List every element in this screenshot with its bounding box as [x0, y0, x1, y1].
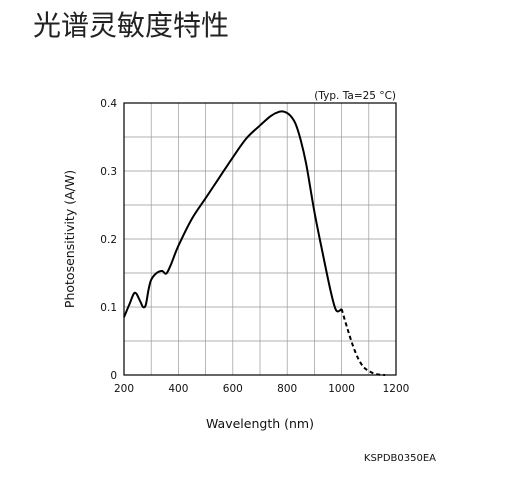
chart-annotation: (Typ. Ta=25 °C) [314, 90, 396, 102]
grid [124, 103, 396, 375]
page-title: 光谱灵敏度特性 [33, 9, 230, 42]
y-axis-label: Photosensitivity (A/W) [62, 170, 77, 308]
x-tick-label: 400 [168, 383, 188, 395]
y-tick-label: 0.4 [100, 98, 117, 110]
x-tick-label: 800 [277, 383, 297, 395]
series-layer [123, 110, 386, 376]
y-axis-ticks: 0 0.1 0.2 0.3 0.4 [100, 98, 117, 382]
x-axis-label: Wavelength (nm) [206, 416, 314, 431]
x-tick-label: 200 [114, 383, 134, 395]
series-line-solid [123, 110, 343, 318]
x-axis-ticks: 200 400 600 800 1000 1200 [114, 383, 409, 395]
y-tick-label: 0.3 [100, 166, 117, 178]
plot-frame [123, 102, 397, 376]
y-tick-label: 0.2 [100, 234, 117, 246]
x-tick-label: 1200 [383, 383, 410, 395]
chart-footnote: KSPDB0350EA [364, 453, 436, 464]
y-tick-label: 0 [110, 370, 117, 382]
x-tick-label: 600 [223, 383, 243, 395]
x-tick-label: 1000 [328, 383, 355, 395]
y-tick-label: 0.1 [100, 302, 117, 314]
series-line-dashed [340, 308, 386, 376]
